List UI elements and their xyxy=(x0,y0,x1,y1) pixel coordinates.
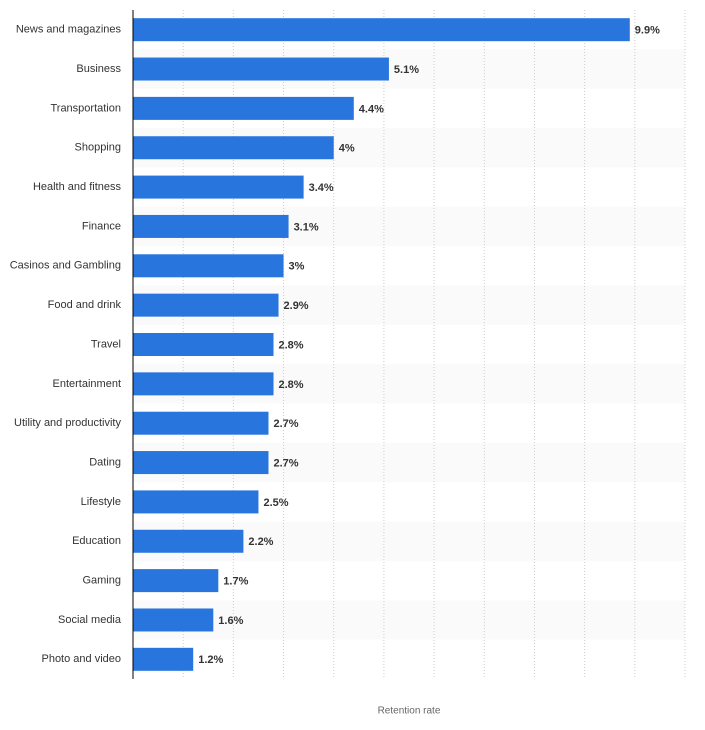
value-label: 2.9% xyxy=(284,300,309,312)
bar xyxy=(133,569,219,593)
value-label: 2.2% xyxy=(248,536,273,548)
bar xyxy=(133,333,274,356)
value-label: 1.6% xyxy=(218,615,243,627)
bar xyxy=(133,254,284,278)
y-tick-label: Education xyxy=(72,535,121,547)
y-tick-label: Transportation xyxy=(50,102,121,114)
bar xyxy=(133,293,279,317)
value-label: 2.7% xyxy=(273,457,298,469)
bar xyxy=(133,411,269,435)
y-tick-label: Finance xyxy=(82,220,121,232)
bar xyxy=(133,608,214,632)
y-tick-label: Health and fitness xyxy=(33,181,122,193)
bar xyxy=(133,18,630,42)
value-label: 2.7% xyxy=(273,418,298,430)
value-label: 3.1% xyxy=(294,221,319,233)
value-label: 2.8% xyxy=(279,379,304,391)
value-label: 2.5% xyxy=(263,497,288,509)
bar xyxy=(133,96,354,120)
value-label: 3.4% xyxy=(309,182,334,194)
y-tick-label: Utility and productivity xyxy=(14,417,121,429)
value-label: 2.8% xyxy=(279,339,304,351)
bar xyxy=(133,372,274,396)
value-label: 3% xyxy=(289,261,305,273)
y-tick-label: Travel xyxy=(91,338,121,350)
y-tick-label: Business xyxy=(76,63,121,75)
x-axis-label: Retention rate xyxy=(378,706,441,717)
value-label: 1.2% xyxy=(198,654,223,666)
y-tick-label: Photo and video xyxy=(41,653,121,665)
value-label: 9.9% xyxy=(635,25,660,37)
y-tick-label: Casinos and Gambling xyxy=(10,260,121,272)
value-label: 4% xyxy=(339,143,355,155)
y-tick-label: Gaming xyxy=(82,575,121,587)
y-tick-label: Entertainment xyxy=(53,378,121,390)
bar xyxy=(133,647,194,671)
value-label: 4.4% xyxy=(359,103,384,115)
value-label: 5.1% xyxy=(394,64,419,76)
value-label: 1.7% xyxy=(223,576,248,588)
bar xyxy=(133,136,334,160)
y-tick-label: News and magazines xyxy=(16,24,122,36)
y-tick-label: Dating xyxy=(89,456,121,468)
bar xyxy=(133,490,259,514)
bar xyxy=(133,529,244,553)
bar xyxy=(133,57,389,81)
bar xyxy=(133,175,304,199)
bar xyxy=(133,214,289,238)
y-tick-label: Lifestyle xyxy=(81,496,121,508)
bar xyxy=(133,451,269,475)
row-band xyxy=(133,600,685,640)
y-tick-label: Food and drink xyxy=(48,299,122,311)
y-tick-label: Social media xyxy=(58,614,122,626)
y-tick-label: Shopping xyxy=(75,142,122,154)
